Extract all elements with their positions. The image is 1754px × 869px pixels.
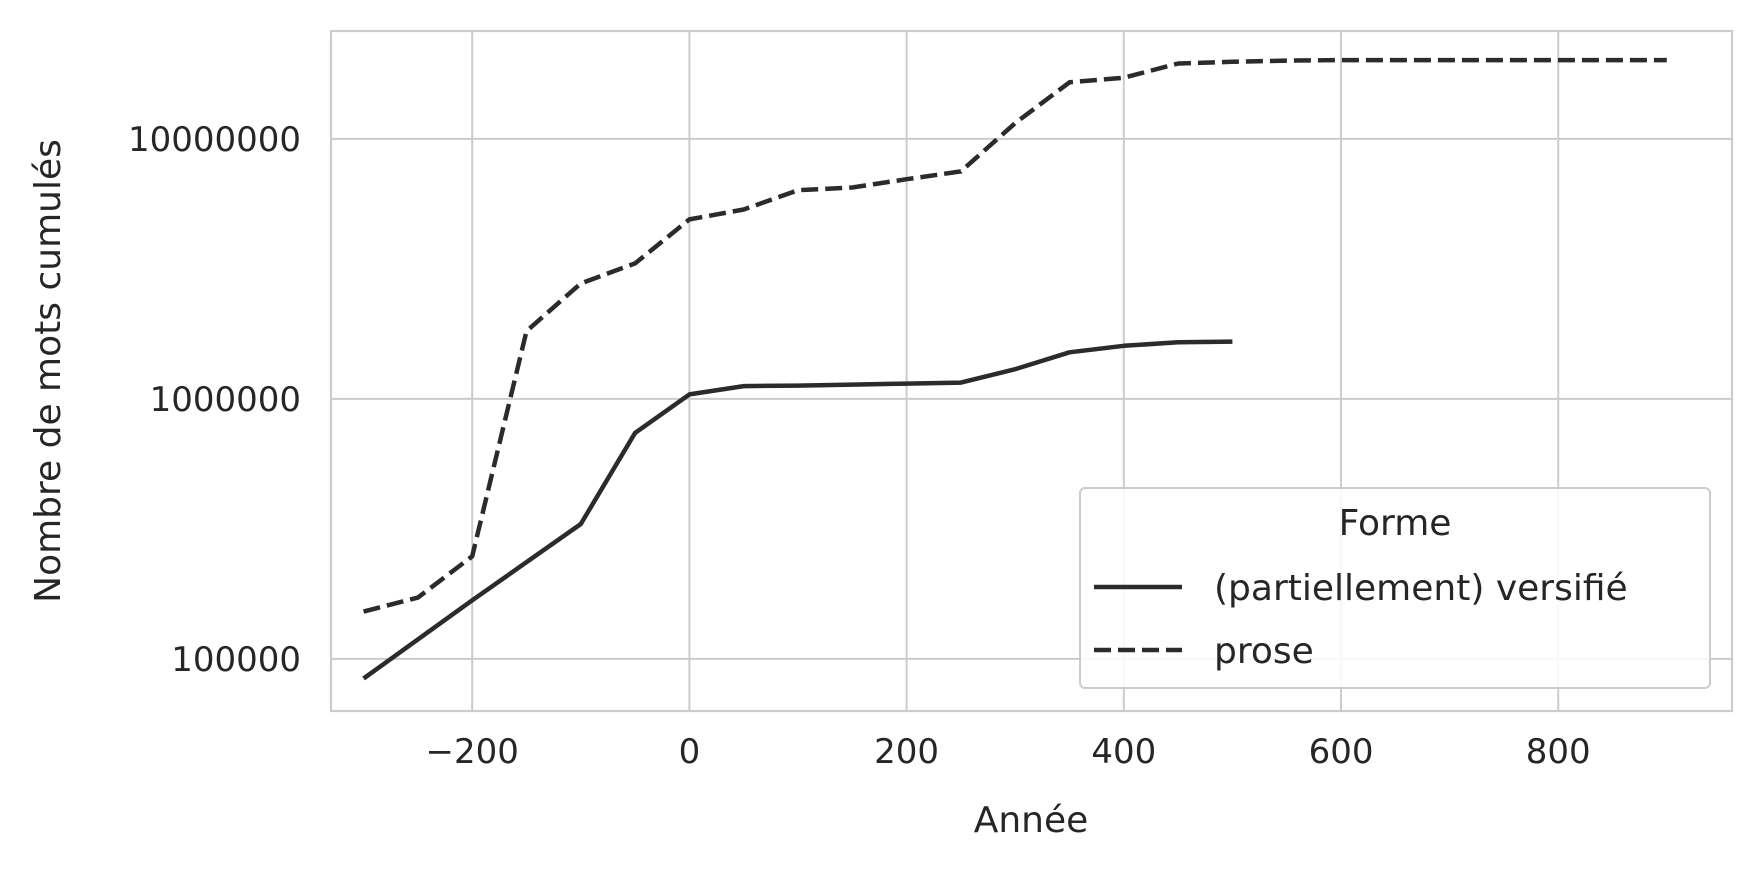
y-tick-label: 100000 bbox=[171, 640, 301, 680]
series-layer bbox=[362, 57, 1667, 681]
plot-frame bbox=[329, 29, 1734, 713]
x-tick-label: 200 bbox=[874, 732, 939, 772]
x-tick-label: 400 bbox=[1091, 732, 1156, 772]
x-axis-title: Année bbox=[974, 800, 1089, 841]
series-line-versifie bbox=[362, 339, 1233, 681]
x-tick-label: −200 bbox=[425, 732, 518, 772]
tick-labels: −200 0 200 400 600 800 100000 1000000 10000000 bbox=[128, 120, 1591, 772]
legend-label-prose: prose bbox=[1214, 631, 1314, 672]
x-tick-label: 800 bbox=[1526, 732, 1591, 772]
legend-label-versifie: (partiellement) versifié bbox=[1214, 568, 1628, 609]
legend-title: Forme bbox=[1339, 503, 1452, 544]
legend: Forme (partiellement) versifié prose bbox=[1079, 487, 1711, 689]
grid bbox=[331, 31, 1732, 711]
x-tick-label: 0 bbox=[679, 732, 701, 772]
series-line-prose bbox=[363, 57, 1667, 614]
x-tick-label: 600 bbox=[1309, 732, 1374, 772]
y-tick-label: 1000000 bbox=[150, 380, 301, 420]
y-axis-title: Nombre de mots cumulés bbox=[28, 139, 69, 603]
y-tick-label: 10000000 bbox=[128, 120, 301, 160]
legend-box bbox=[1079, 487, 1711, 689]
